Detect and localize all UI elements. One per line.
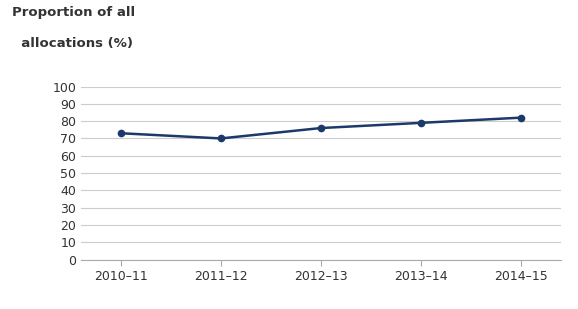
Text: Proportion of all: Proportion of all bbox=[12, 6, 135, 19]
Text: allocations (%): allocations (%) bbox=[12, 37, 132, 50]
